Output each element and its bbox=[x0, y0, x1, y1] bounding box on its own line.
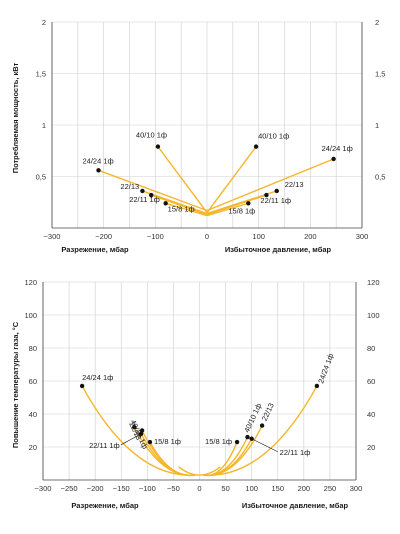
temp-x-tick-label: 150 bbox=[271, 484, 284, 493]
power-series-label: 15/8 1ф bbox=[228, 206, 255, 215]
temperature-x-axis-label-left: Разрежение, мбар bbox=[71, 501, 139, 510]
power-data-point bbox=[140, 188, 145, 194]
power-y-tick-label-right: 2 bbox=[375, 18, 379, 27]
temp-x-tick-label: 250 bbox=[324, 484, 337, 493]
power-series-label: 40/10 1ф bbox=[136, 131, 167, 140]
power-x-axis-label-right: Избыточное давление, мбар bbox=[225, 245, 332, 254]
power-series-label: 24/24 1ф bbox=[322, 144, 353, 153]
power-data-point bbox=[253, 144, 259, 149]
temp-data-point bbox=[234, 439, 240, 445]
temp-data-point bbox=[139, 428, 145, 433]
power-data-point bbox=[264, 192, 269, 198]
temp-x-tick-label: −100 bbox=[139, 484, 156, 493]
temp-y-tick-label-right: 120 bbox=[367, 278, 380, 287]
power-y-tick-label-left: 0,5 bbox=[36, 173, 46, 182]
power-series-line bbox=[150, 194, 208, 216]
temp-series-label: 22/13 bbox=[260, 402, 276, 423]
temp-y-tick-label-left: 40 bbox=[29, 410, 37, 419]
power-x-tick-label: 200 bbox=[304, 232, 317, 241]
power-y-tick-label-right: 1,5 bbox=[375, 70, 385, 79]
power-series-label: 24/24 1ф bbox=[83, 156, 114, 165]
temperature-chart: −300 −250 −200 −150 −100 −50 0 50 100 150 200 250 30… bbox=[24, 278, 379, 493]
power-x-tick-label: 300 bbox=[356, 232, 369, 241]
power-x-tick-label: 0 bbox=[205, 232, 209, 241]
temp-y-tick-label-left: 60 bbox=[29, 377, 37, 386]
power-series-label: 22/13 bbox=[285, 180, 304, 189]
temp-series-label: 22/11 1ф bbox=[280, 448, 311, 457]
temp-x-tick-label: −150 bbox=[113, 484, 130, 493]
power-series-label: 22/11 1ф bbox=[129, 195, 160, 204]
temp-x-tick-label: 100 bbox=[245, 484, 258, 493]
power-chart: −300 −200 −100 0 100 200 300 0,5 0,5 1 1 1,5 1,5 2 2 24… bbox=[36, 18, 386, 241]
power-y-axis-label: Потребляемая мощность, кВт bbox=[11, 62, 20, 173]
temp-series-label: 15/8 1ф bbox=[154, 437, 181, 446]
power-x-tick-label: 100 bbox=[252, 232, 265, 241]
power-series-label: 15/8 1ф bbox=[168, 204, 195, 213]
temp-x-tick-label: 50 bbox=[221, 484, 229, 493]
temp-series-label: 22/13 bbox=[127, 421, 143, 442]
power-data-point bbox=[274, 188, 279, 194]
power-y-tick-label-right: 1 bbox=[375, 121, 379, 130]
temp-series-label: 22/11 1ф bbox=[89, 441, 120, 450]
temp-y-tick-label-right: 100 bbox=[367, 311, 380, 320]
power-y-tick-label-left: 2 bbox=[42, 18, 46, 27]
power-data-point bbox=[331, 156, 336, 162]
power-series-line bbox=[206, 146, 257, 213]
temp-x-tick-label: 200 bbox=[298, 484, 311, 493]
power-series-line bbox=[98, 169, 208, 212]
power-data-point bbox=[96, 168, 101, 173]
temp-x-tick-label: −250 bbox=[61, 484, 78, 493]
temp-y-tick-label-right: 80 bbox=[367, 344, 375, 353]
temp-base-curve bbox=[178, 466, 221, 476]
power-y-tick-label-left: 1,5 bbox=[36, 70, 46, 79]
temp-data-point bbox=[245, 434, 250, 440]
power-x-axis-label-left: Разрежение, мбар bbox=[61, 245, 129, 254]
power-y-tick-label-right: 0,5 bbox=[375, 173, 385, 182]
temp-y-tick-label-left: 20 bbox=[29, 443, 37, 452]
temp-data-point bbox=[314, 383, 320, 389]
power-x-tick-label: −300 bbox=[44, 232, 61, 241]
temp-series-curve bbox=[203, 441, 238, 477]
temperature-y-axis-label: Повышение температуры газа, °C bbox=[11, 321, 20, 448]
temp-x-tick-label: −300 bbox=[35, 484, 52, 493]
temp-series-label: 24/24 1ф bbox=[82, 373, 113, 382]
power-series-line bbox=[206, 202, 249, 217]
temp-label-leader bbox=[251, 438, 278, 453]
temp-y-tick-label-left: 100 bbox=[24, 311, 37, 320]
power-series-label: 22/13 bbox=[120, 182, 139, 191]
temp-x-tick-label: 300 bbox=[350, 484, 363, 493]
power-series-line bbox=[206, 194, 267, 216]
temp-series-label: 24/24 1ф bbox=[316, 352, 335, 384]
power-series-label: 40/10 1ф bbox=[258, 132, 289, 141]
temp-y-tick-label-right: 40 bbox=[367, 410, 375, 419]
temp-series-curve bbox=[149, 441, 196, 477]
power-data-point bbox=[155, 144, 161, 149]
temp-label-leader bbox=[120, 433, 142, 446]
power-series-line bbox=[165, 202, 208, 217]
temp-data-point bbox=[79, 383, 85, 389]
temp-y-tick-label-right: 60 bbox=[367, 377, 375, 386]
temp-y-tick-label-left: 120 bbox=[24, 278, 37, 287]
temp-series-label: 15/8 1ф bbox=[205, 437, 232, 446]
temp-x-tick-label: −50 bbox=[167, 484, 180, 493]
power-x-tick-label: −100 bbox=[147, 232, 164, 241]
temp-data-point bbox=[259, 423, 265, 428]
temp-data-point bbox=[147, 439, 153, 445]
temp-x-tick-label: 0 bbox=[197, 484, 201, 493]
temp-y-tick-label-left: 80 bbox=[29, 344, 37, 353]
power-series-label: 22/11 1ф bbox=[260, 196, 291, 205]
temp-y-tick-label-right: 20 bbox=[367, 443, 375, 452]
power-data-point bbox=[149, 192, 154, 198]
power-data-point bbox=[246, 201, 251, 206]
temp-data-point bbox=[132, 425, 137, 430]
power-series-line bbox=[157, 146, 208, 213]
power-x-tick-label: −200 bbox=[95, 232, 112, 241]
temp-x-tick-label: −200 bbox=[87, 484, 104, 493]
temperature-x-axis-label-right: Избыточное давление, мбар bbox=[242, 501, 349, 510]
power-data-point bbox=[163, 201, 168, 206]
power-y-tick-label-left: 1 bbox=[42, 121, 46, 130]
power-series-line bbox=[206, 158, 334, 212]
